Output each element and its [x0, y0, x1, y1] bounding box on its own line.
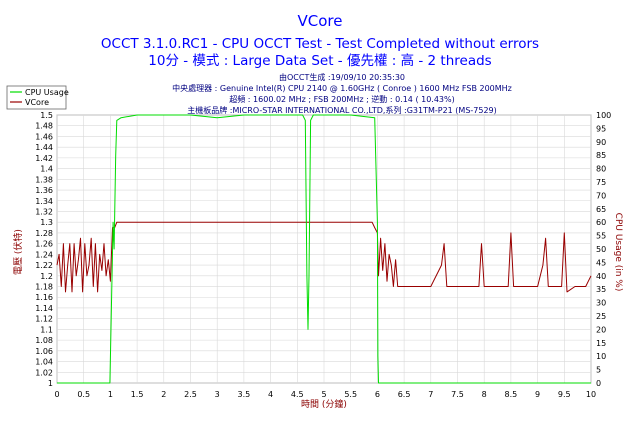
- x-tick-label: 9.5: [558, 390, 571, 399]
- y-tick-label: 1.38: [35, 175, 53, 184]
- info-motherboard: 主機板品牌 :MICRO-STAR INTERNATIONAL CO.,LTD,…: [187, 105, 497, 115]
- x-tick-label: 1: [108, 390, 113, 399]
- x-tick-label: 10: [586, 390, 596, 399]
- series-line-cpu-usage: [57, 114, 591, 384]
- y2-tick-label: 65: [596, 205, 606, 214]
- y-tick-label: 1.04: [35, 358, 53, 367]
- y2-tick-label: 30: [596, 299, 606, 308]
- y2-tick-label: 10: [596, 352, 606, 361]
- y-tick-label: 1.24: [35, 250, 53, 259]
- x-axis-ticks: 0 0.5 1 1.5 2 2.5 3 3.5 4 4.5 5 5.5 6 6.5 7 7.5 8 8.5 9 9.5…: [54, 390, 596, 399]
- y2-tick-label: 15: [596, 339, 606, 348]
- y-tick-label: 1.18: [35, 283, 53, 292]
- x-tick-label: 7: [428, 390, 433, 399]
- x-tick-label: 6: [375, 390, 380, 399]
- info-overclock: 超頻 : 1600.02 MHz ; FSB 200MHz ; 逆動 : 0.1…: [229, 94, 454, 104]
- y2-tick-label: 50: [596, 245, 606, 254]
- y-axis-label: 電壓 (伏特): [12, 229, 24, 275]
- x-tick-label: 9: [535, 390, 540, 399]
- x-axis-label: 時間 (分鐘): [301, 398, 347, 410]
- y2-tick-label: 0: [596, 379, 601, 388]
- legend-label-cpu-usage: CPU Usage: [25, 88, 69, 97]
- y-tick-label: 1.3: [40, 218, 53, 227]
- x-tick-label: 4.5: [291, 390, 304, 399]
- x-tick-label: 5.5: [344, 390, 357, 399]
- x-tick-label: 8: [482, 390, 487, 399]
- y-tick-label: 1.42: [35, 154, 53, 163]
- y-axis-right-ticks: 0 5 10 15 20 25 30 35 40 45 50 55 60 65 70 75 80 85 90 95 10…: [596, 111, 611, 388]
- chart-subtitle-test-info: OCCT 3.1.0.RC1 - CPU OCCT Test - Test Co…: [101, 36, 539, 52]
- y-tick-label: 1.02: [35, 368, 53, 377]
- y-tick-label: 1.34: [35, 197, 53, 206]
- y2-tick-label: 75: [596, 178, 606, 187]
- y2-tick-label: 25: [596, 312, 606, 321]
- y-tick-label: 1.12: [35, 315, 53, 324]
- x-tick-label: 2: [161, 390, 166, 399]
- chart-title: VCore: [298, 12, 343, 30]
- x-tick-label: 0.5: [77, 390, 90, 399]
- y-tick-label: 1.26: [35, 240, 53, 249]
- y-tick-label: 1.22: [35, 261, 53, 270]
- y-tick-label: 1.08: [35, 336, 53, 345]
- y2-tick-label: 90: [596, 138, 606, 147]
- chart-subtitle-mode: 10分 - 模式 : Large Data Set - 優先權 : 高 - 2 …: [148, 52, 491, 69]
- info-cpu: 中央處理器 : Genuine Intel(R) CPU 2140 @ 1.60…: [172, 83, 512, 93]
- y2-tick-label: 45: [596, 258, 606, 267]
- y2-tick-label: 20: [596, 325, 606, 334]
- y-tick-label: 1.32: [35, 207, 53, 216]
- series-line-vcore: [56, 221, 592, 293]
- legend: CPU Usage VCore: [6, 85, 69, 110]
- y-tick-label: 1.16: [35, 293, 53, 302]
- y2-tick-label: 40: [596, 272, 606, 281]
- x-tick-label: 3.5: [238, 390, 251, 399]
- y-tick-label: 1.36: [35, 186, 53, 195]
- info-generated: 由OCCT生成 :19/09/10 20:35:30: [279, 72, 405, 82]
- y2-tick-label: 70: [596, 191, 606, 200]
- y2-tick-label: 55: [596, 232, 606, 241]
- y2-tick-label: 100: [596, 111, 611, 120]
- y2-tick-label: 35: [596, 285, 606, 294]
- y-tick-label: 1.44: [35, 143, 53, 152]
- grid: [56, 114, 592, 384]
- x-tick-label: 3: [215, 390, 220, 399]
- y-tick-label: 1.2: [40, 272, 53, 281]
- x-tick-label: 2.5: [184, 390, 197, 399]
- y-tick-label: 1: [48, 379, 53, 388]
- x-tick-label: 6.5: [398, 390, 411, 399]
- y2-axis-label: CPU Usage (in %): [613, 213, 623, 292]
- x-tick-label: 8.5: [505, 390, 518, 399]
- y-tick-label: 1.46: [35, 132, 53, 141]
- y-tick-label: 1.28: [35, 229, 53, 238]
- y2-tick-label: 85: [596, 151, 606, 160]
- x-tick-label: 4: [268, 390, 273, 399]
- x-tick-label: 5: [321, 390, 326, 399]
- y-tick-label: 1.5: [40, 111, 53, 120]
- legend-label-vcore: VCore: [25, 98, 49, 107]
- y-tick-label: 1.48: [35, 122, 53, 131]
- y-axis-left-ticks: 1 1.021.04 1.06 1.08 1.11.12 1.14 1.161.18 1.2 1…: [35, 111, 53, 388]
- y2-tick-label: 95: [596, 124, 606, 133]
- x-tick-label: 7.5: [451, 390, 464, 399]
- y2-tick-label: 60: [596, 218, 606, 227]
- y-tick-label: 1.4: [40, 165, 53, 174]
- y-tick-label: 1.06: [35, 347, 53, 356]
- y-tick-label: 1.14: [35, 304, 53, 313]
- y2-tick-label: 5: [596, 366, 601, 375]
- x-tick-label: 0: [54, 390, 59, 399]
- series-lines: [56, 114, 592, 384]
- x-tick-label: 1.5: [131, 390, 144, 399]
- y-tick-label: 1.1: [40, 325, 53, 334]
- y2-tick-label: 80: [596, 165, 606, 174]
